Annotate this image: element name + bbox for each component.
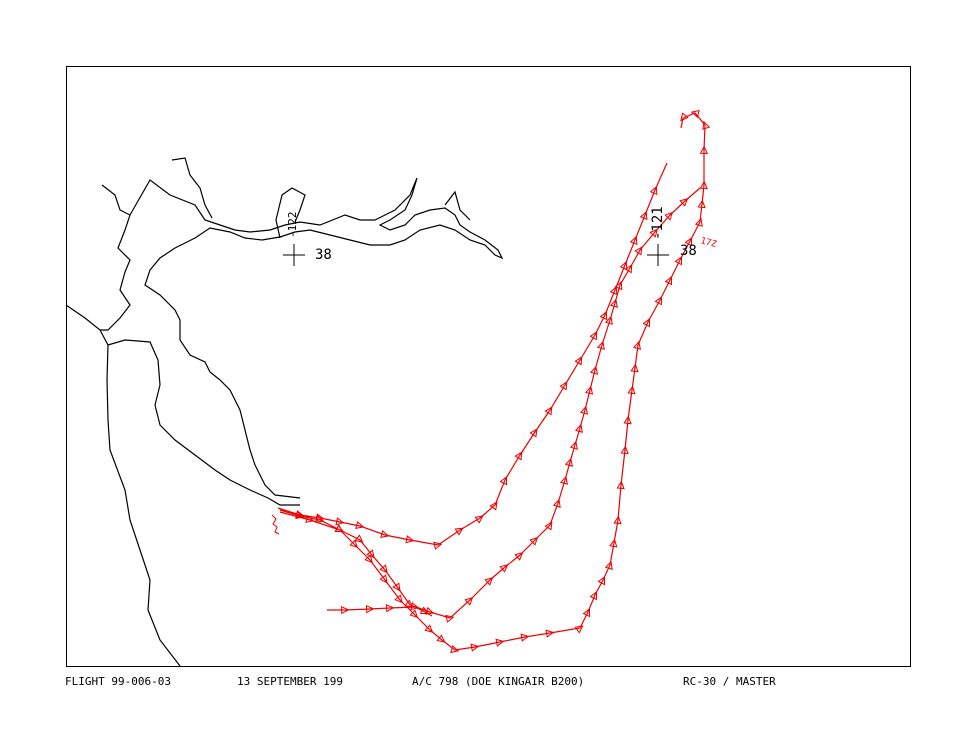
footer: FLIGHT 99-006-03 13 SEPTEMBER 199 A/C 79…	[65, 675, 776, 688]
grid-mark: -122 38	[283, 212, 332, 266]
camera: RC-30 / MASTER	[683, 675, 776, 688]
longitude-label: -121	[650, 206, 666, 240]
grid-mark: -121 38	[647, 206, 697, 266]
coastline	[65, 157, 504, 667]
time-label: 17Z	[699, 236, 718, 250]
longitude-label: -122	[286, 212, 299, 239]
flight-date: 13 SEPTEMBER 199	[237, 675, 343, 688]
aircraft: A/C 798 (DOE KINGAIR B200)	[412, 675, 584, 688]
latitude-label: 38	[315, 247, 332, 263]
flight-id: FLIGHT 99-006-03	[65, 675, 171, 688]
latitude-label: 38	[680, 243, 697, 259]
map-frame	[66, 66, 911, 667]
flight-track	[271, 113, 705, 650]
